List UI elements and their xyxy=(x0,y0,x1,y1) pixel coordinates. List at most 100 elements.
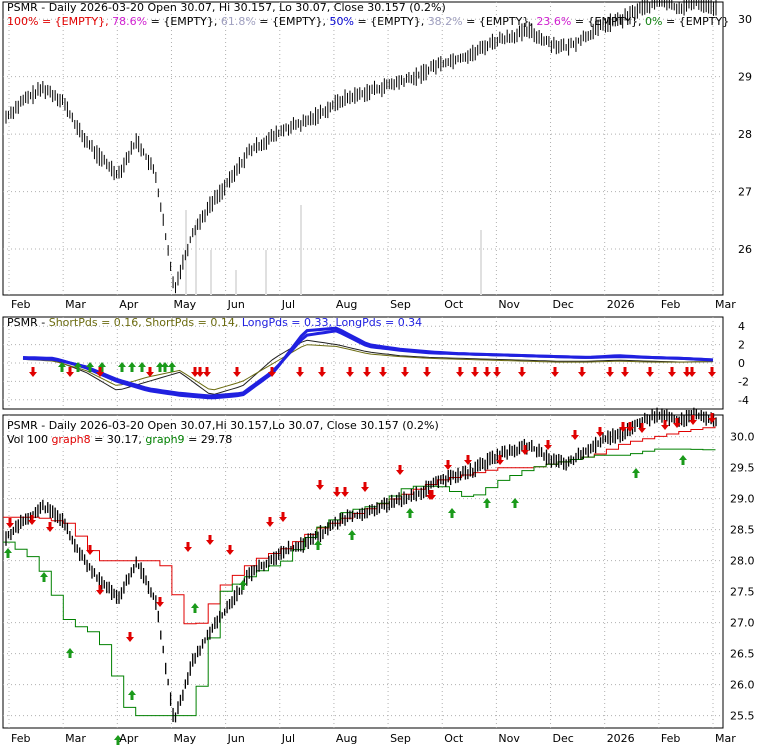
price-panel-grid xyxy=(3,2,723,295)
stops-buy-arrow xyxy=(66,648,74,658)
price-y-tick: 26 xyxy=(738,243,752,256)
stops-y-tick: 28.0 xyxy=(730,555,755,568)
price-x-tick: Mar xyxy=(65,298,86,311)
osc-sell-arrow xyxy=(346,367,354,377)
stops-y-tick: 28.5 xyxy=(730,524,755,537)
stops-sell-arrow xyxy=(596,427,604,437)
stops-x-tick: May xyxy=(173,732,196,745)
stops-sell-arrow xyxy=(619,422,627,432)
stops-sell-arrow xyxy=(156,597,164,607)
stops-sell-arrow xyxy=(571,430,579,440)
price-x-axis-ticks: Feb Mar Apr May Jun Jul Aug Sep Oct Nov Dec 2026 Feb… xyxy=(11,298,736,311)
osc-sell-arrow xyxy=(146,367,154,377)
fib-legend-part-7: 38.2% xyxy=(428,15,466,28)
osc-line-3 xyxy=(22,329,714,398)
stops-y-tick: 25.5 xyxy=(730,710,755,723)
osc-buy-arrow xyxy=(138,362,146,372)
stops-sell-arrow xyxy=(28,515,36,525)
osc-sell-arrow xyxy=(423,367,431,377)
stops-y-tick: 27.5 xyxy=(730,586,755,599)
stops-buy-arrow xyxy=(239,580,247,590)
stops-legend-part-2: = 30.17, xyxy=(94,433,145,446)
osc-sell-arrow xyxy=(683,367,691,377)
price-x-tick: Feb xyxy=(11,298,30,311)
stops-x-axis-ticks: Feb Mar Apr May Jun Jul Aug Sep Oct Nov Dec 2026 Feb… xyxy=(11,732,736,745)
stops-y-tick: 29.0 xyxy=(730,493,755,506)
osc-y-tick: -4 xyxy=(738,394,749,407)
stops-legend-part-0: Vol 100 xyxy=(7,433,51,446)
stops-sell-arrow xyxy=(86,545,94,555)
osc-sell-arrow xyxy=(401,367,409,377)
oscillator-title-part-4: LongPds = 0.34 xyxy=(336,316,423,329)
stops-sell-arrow xyxy=(638,423,646,433)
osc-y-tick: 4 xyxy=(738,320,745,333)
osc-sell-arrow xyxy=(66,367,74,377)
stops-x-tick: Aug xyxy=(336,732,357,745)
osc-sell-arrow xyxy=(621,367,629,377)
stops-y-axis-ticks: 30.0 29.5 29.0 28.5 28.0 27.5 27.0 26.5 26.0 25.5 xyxy=(730,431,755,723)
stops-sell-arrow xyxy=(266,517,274,527)
oscillator-title-part-3: LongPds = 0.33, xyxy=(242,316,336,329)
stops-sell-arrow xyxy=(96,585,104,595)
stops-sell-arrow xyxy=(444,460,452,470)
stops-x-tick: Apr xyxy=(119,732,139,745)
stops-y-tick: 29.5 xyxy=(730,462,755,475)
price-x-tick: Sep xyxy=(390,298,411,311)
stops-x-tick: Dec xyxy=(553,732,574,745)
stops-x-tick: Jun xyxy=(227,732,245,745)
fib-legend-part-3: 61.8% xyxy=(221,15,259,28)
stops-sell-arrow xyxy=(464,455,472,465)
price-x-tick: Oct xyxy=(444,298,464,311)
osc-sell-arrow xyxy=(363,367,371,377)
oscillator-panel-title: PSMR - ShortPds = 0.16, ShortPds = 0.14,… xyxy=(7,316,422,329)
stops-sell-arrow xyxy=(279,512,287,522)
osc-sell-arrow xyxy=(456,367,464,377)
price-x-tick: May xyxy=(173,298,196,311)
osc-sell-arrow xyxy=(578,367,586,377)
stops-sell-arrow xyxy=(396,465,404,475)
fib-legend-part-12: = {EMPTY} xyxy=(666,15,729,28)
stops-sell-arrow xyxy=(544,440,552,450)
stops-panel-title: PSMR - Daily 2026-03-20 Open 30.07,Hi 30… xyxy=(7,419,439,432)
fib-legend-part-2: = {EMPTY}, xyxy=(151,15,221,28)
fib-legend-part-0: 100% = {EMPTY}, xyxy=(7,15,112,28)
stops-sell-arrow xyxy=(661,420,669,430)
osc-y-tick: 0 xyxy=(738,357,745,370)
stops-sell-arrow xyxy=(316,480,324,490)
stops-x-tick: Mar xyxy=(715,732,736,745)
stops-sell-arrow xyxy=(6,518,14,528)
fibonacci-levels-legend: 100% = {EMPTY}, 78.6% = {EMPTY}, 61.8% =… xyxy=(7,15,729,28)
price-panel-title: PSMR - Daily 2026-03-20 Open 30.07, Hi 3… xyxy=(7,1,446,14)
price-y-tick: 28 xyxy=(738,128,752,141)
osc-sell-arrow xyxy=(483,367,491,377)
stop-lines xyxy=(3,407,717,723)
oscillator-title-part-0: PSMR - xyxy=(7,316,49,329)
osc-sell-arrow xyxy=(471,367,479,377)
price-x-tick: Aug xyxy=(336,298,357,311)
stops-x-tick: Mar xyxy=(65,732,86,745)
osc-sell-arrow xyxy=(96,367,104,377)
stops-y-tick: 26.0 xyxy=(730,679,755,692)
oscillator-y-axis-ticks: 4 2 0 -2 -4 xyxy=(738,320,749,407)
price-x-tick: Nov xyxy=(498,298,520,311)
osc-buy-arrow xyxy=(58,362,66,372)
stops-sell-arrow xyxy=(206,535,214,545)
oscillator-title-part-2: ShortPds = 0.14, xyxy=(145,316,242,329)
osc-buy-arrow xyxy=(98,362,106,372)
stops-legend-part-4: = 29.78 xyxy=(188,433,232,446)
osc-sell-arrow xyxy=(203,367,211,377)
oscillator-title-part-1: ShortPds = 0.16, xyxy=(49,316,146,329)
stops-buy-arrow xyxy=(448,508,456,518)
osc-y-tick: -2 xyxy=(738,375,749,388)
osc-sell-arrow xyxy=(688,367,696,377)
stops-buy-arrow xyxy=(40,572,48,582)
osc-sell-arrow xyxy=(518,367,526,377)
stops-x-tick: Oct xyxy=(444,732,464,745)
price-panel-frame xyxy=(2,1,724,296)
stops-panel-grid xyxy=(3,415,723,728)
osc-sell-arrow xyxy=(268,367,276,377)
stops-sell-arrow xyxy=(46,522,54,532)
fib-legend-part-10: = {EMPTY}, xyxy=(575,15,645,28)
stops-buy-arrow xyxy=(511,498,519,508)
osc-buy-arrow xyxy=(74,362,82,372)
